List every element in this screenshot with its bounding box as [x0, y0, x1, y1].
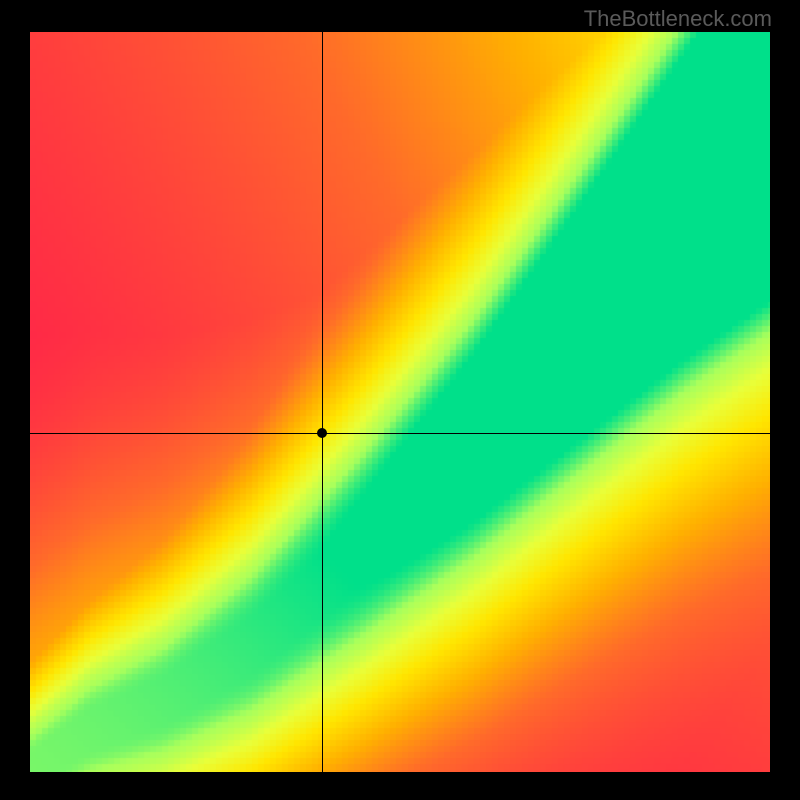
crosshair-horizontal: [30, 433, 770, 434]
watermark-text: TheBottleneck.com: [584, 6, 772, 32]
heatmap-canvas: [30, 32, 770, 772]
crosshair-marker: [317, 428, 327, 438]
heatmap-plot: [30, 32, 770, 772]
crosshair-vertical: [322, 32, 323, 772]
